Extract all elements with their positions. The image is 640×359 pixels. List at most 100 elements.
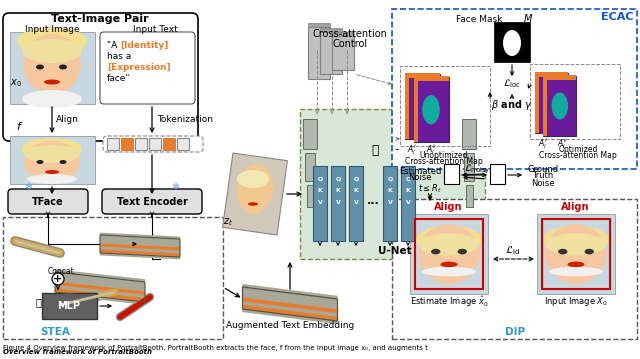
- Text: TFace: TFace: [32, 197, 64, 207]
- Text: face": face": [107, 74, 131, 83]
- Text: Control: Control: [332, 39, 367, 49]
- Text: has a: has a: [107, 52, 131, 61]
- Text: $A^{i\prime}_l$: $A^{i\prime}_l$: [557, 136, 568, 151]
- Bar: [332, 36, 354, 70]
- Ellipse shape: [22, 90, 82, 108]
- Bar: [415, 219, 483, 289]
- Text: Figure 4 Overview framework of PortraitBooth. PortraitBooth extracts the face, f: Figure 4 Overview framework of PortraitB…: [3, 345, 428, 351]
- Text: Align: Align: [561, 202, 589, 212]
- Ellipse shape: [503, 30, 521, 56]
- Bar: [404, 74, 440, 139]
- Text: 🔥: 🔥: [35, 297, 41, 307]
- Bar: [307, 185, 314, 207]
- Text: K: K: [388, 188, 392, 194]
- Text: K: K: [353, 188, 358, 194]
- Bar: [3, 217, 223, 339]
- Bar: [177, 138, 189, 150]
- Ellipse shape: [558, 249, 568, 255]
- Text: [Identity]: [Identity]: [120, 41, 168, 50]
- Bar: [535, 73, 539, 133]
- Bar: [313, 166, 327, 241]
- Text: Augmented Text Embedding: Augmented Text Embedding: [226, 322, 354, 331]
- Ellipse shape: [440, 262, 458, 267]
- Ellipse shape: [237, 164, 273, 214]
- Text: Tokenization: Tokenization: [157, 115, 213, 123]
- Bar: [404, 73, 440, 78]
- Bar: [530, 64, 620, 139]
- Ellipse shape: [17, 27, 87, 55]
- Text: [Expression]: [Expression]: [107, 63, 171, 72]
- Bar: [542, 219, 610, 289]
- Bar: [392, 9, 637, 169]
- Ellipse shape: [422, 267, 476, 276]
- Bar: [401, 166, 415, 241]
- Bar: [413, 76, 449, 81]
- FancyBboxPatch shape: [103, 136, 203, 152]
- Text: $\mathcal{L}_{\rm id}$: $\mathcal{L}_{\rm id}$: [506, 244, 520, 257]
- Ellipse shape: [27, 174, 77, 184]
- Text: Concat.: Concat.: [48, 266, 77, 275]
- Bar: [466, 185, 473, 207]
- Bar: [121, 138, 133, 150]
- Ellipse shape: [22, 39, 82, 63]
- Text: STEA: STEA: [40, 327, 70, 337]
- Bar: [535, 72, 568, 77]
- Text: Q: Q: [335, 177, 340, 182]
- Bar: [308, 23, 330, 27]
- Bar: [400, 66, 490, 146]
- Text: Unoptimized: Unoptimized: [420, 150, 468, 159]
- Text: Text-Image Pair: Text-Image Pair: [51, 14, 149, 24]
- Bar: [331, 166, 345, 241]
- Text: +: +: [53, 274, 63, 284]
- Ellipse shape: [584, 249, 594, 255]
- Ellipse shape: [419, 224, 479, 284]
- Text: Noise: Noise: [531, 178, 555, 187]
- Bar: [462, 119, 476, 149]
- Text: Input Image $X_0$: Input Image $X_0$: [544, 295, 608, 308]
- Text: DIP: DIP: [505, 327, 525, 337]
- Bar: [308, 27, 330, 79]
- FancyBboxPatch shape: [8, 189, 88, 214]
- Text: $A^{i\prime}_l$: $A^{i\prime}_l$: [426, 143, 438, 158]
- Bar: [392, 199, 637, 339]
- Bar: [490, 164, 505, 184]
- Bar: [494, 22, 530, 62]
- Polygon shape: [223, 153, 287, 235]
- Bar: [163, 138, 175, 150]
- FancyBboxPatch shape: [102, 189, 202, 214]
- Ellipse shape: [237, 170, 269, 188]
- Text: Cross-attention Map: Cross-attention Map: [539, 150, 617, 159]
- Ellipse shape: [548, 267, 604, 276]
- Ellipse shape: [44, 79, 60, 84]
- Bar: [543, 76, 576, 136]
- Text: $f$: $f$: [17, 120, 24, 132]
- Ellipse shape: [458, 249, 467, 255]
- Text: Face Mask: Face Mask: [456, 14, 502, 23]
- Ellipse shape: [36, 65, 44, 70]
- Text: Align: Align: [434, 202, 462, 212]
- Bar: [320, 32, 342, 74]
- Text: Ground: Ground: [527, 164, 559, 173]
- Text: "A: "A: [107, 41, 120, 50]
- Ellipse shape: [422, 95, 440, 124]
- Ellipse shape: [36, 160, 44, 164]
- Text: Q: Q: [405, 177, 411, 182]
- Bar: [10, 32, 95, 104]
- Text: $x_0$: $x_0$: [10, 77, 22, 89]
- Text: K: K: [406, 188, 410, 194]
- Text: $A^i_l$: $A^i_l$: [538, 136, 548, 151]
- Ellipse shape: [552, 93, 568, 120]
- Text: $\mathcal{L}_{\rm noisy}$: $\mathcal{L}_{\rm noisy}$: [464, 162, 490, 176]
- Text: 🔥: 🔥: [371, 144, 379, 157]
- Ellipse shape: [59, 65, 67, 70]
- Ellipse shape: [543, 225, 609, 253]
- Text: Text Encoder: Text Encoder: [116, 197, 188, 207]
- Bar: [320, 28, 342, 32]
- Bar: [464, 153, 474, 181]
- Bar: [305, 153, 315, 181]
- Bar: [349, 166, 363, 241]
- Text: Input Image: Input Image: [25, 24, 79, 33]
- Bar: [444, 164, 459, 184]
- Text: $t \leq R_t$: $t \leq R_t$: [418, 183, 442, 195]
- Text: K: K: [335, 188, 340, 194]
